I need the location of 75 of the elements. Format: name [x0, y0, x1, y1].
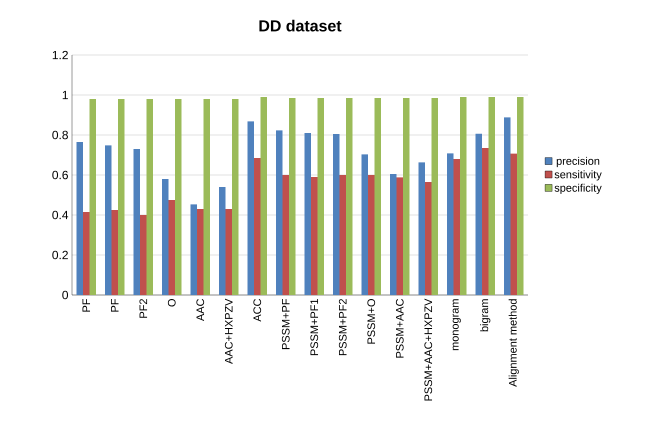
bar: [517, 97, 524, 295]
bar: [346, 98, 353, 295]
x-tick-label: ACC: [253, 298, 262, 322]
x-tick-label: PSSM+PF1: [310, 299, 318, 356]
x-tick-label: AAC: [196, 298, 204, 322]
bar: [447, 153, 454, 295]
bar: [197, 209, 204, 295]
bar: [390, 174, 397, 295]
x-tick-label: O: [168, 299, 176, 307]
bar: [311, 177, 318, 295]
bar: [248, 121, 254, 295]
x-tick-label: PSSM+AAC: [396, 298, 404, 358]
bar: [403, 98, 410, 295]
bar: [83, 212, 90, 295]
bar: [90, 99, 96, 295]
x-tick-label: PSSM+PF: [282, 298, 290, 350]
bar: [105, 145, 112, 295]
legend-label: specificity: [554, 184, 602, 194]
x-tick-label: PF: [82, 298, 90, 312]
x-tick-label: AAC+HXPZV: [224, 298, 233, 364]
bar: [162, 179, 169, 295]
bar: [374, 98, 382, 295]
bar: [396, 177, 404, 295]
bar: [510, 154, 518, 295]
y-tick-label: 0.4: [52, 210, 68, 220]
bar: [318, 98, 324, 295]
x-tick-label: PSSM+AAC+HXPZV: [424, 298, 432, 401]
y-tick-label: 1.2: [52, 50, 68, 60]
bar: [333, 134, 340, 295]
bar: [340, 175, 346, 295]
bar: [112, 210, 118, 295]
bar: [454, 159, 460, 295]
x-tick-label: PF2: [139, 299, 148, 318]
bar: [282, 175, 290, 295]
y-tick-label: 0.8: [52, 130, 68, 140]
bar: [488, 97, 496, 295]
legend-label: precision: [556, 156, 600, 168]
bar: [362, 154, 368, 295]
bar: [418, 162, 426, 295]
bar: [289, 98, 296, 295]
bar: [432, 98, 438, 295]
bar: [232, 99, 239, 295]
y-tick-label: 1: [62, 90, 68, 100]
bar: [190, 204, 198, 295]
bar: [482, 148, 489, 295]
x-tick-label: PF: [110, 298, 119, 312]
bar: [76, 142, 83, 295]
x-tick-label: bigram: [480, 299, 490, 332]
y-tick-label: 0.6: [52, 170, 68, 180]
bar: [460, 97, 467, 295]
bar: [254, 158, 261, 295]
bar: [219, 187, 226, 295]
bar: [134, 149, 140, 295]
x-tick-label: PSSM+O: [367, 299, 376, 344]
bar: [304, 133, 312, 295]
x-tick-label: monogram: [452, 299, 461, 350]
bar: [140, 215, 146, 295]
legend-label: sensitivity: [554, 170, 602, 180]
bar: [504, 117, 511, 295]
bar: [260, 97, 268, 295]
bar: [226, 209, 232, 295]
bar: [175, 99, 182, 295]
y-tick-label: 0: [62, 290, 68, 300]
y-tick-label: 0.2: [52, 250, 68, 260]
bar: [368, 175, 375, 295]
x-tick-label: Alignment method: [508, 299, 519, 387]
bar: [146, 99, 153, 295]
bar: [204, 99, 210, 295]
chart-title: DD dataset: [259, 20, 342, 32]
x-tick-label: PSSM+PF2: [338, 299, 347, 356]
bar: [168, 200, 176, 295]
bar: [476, 134, 482, 295]
bar: [425, 182, 432, 295]
bar: [118, 99, 124, 295]
bar: [276, 130, 283, 295]
